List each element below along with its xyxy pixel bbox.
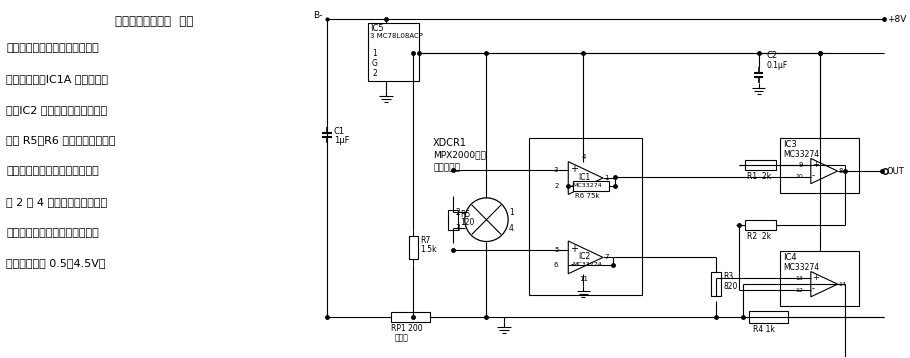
Text: 10: 10 xyxy=(795,174,803,179)
Text: 3 MC78L08ACP: 3 MC78L08ACP xyxy=(370,33,423,39)
Text: R2  2k: R2 2k xyxy=(747,232,771,241)
Text: R5: R5 xyxy=(460,210,470,219)
Text: 电压对应值为 0.5～4.5V。: 电压对应值为 0.5～4.5V。 xyxy=(6,258,106,268)
Text: +: + xyxy=(571,164,578,174)
Text: 4: 4 xyxy=(581,154,586,160)
Text: -: - xyxy=(812,285,814,294)
Text: 120: 120 xyxy=(460,218,474,227)
Text: C1: C1 xyxy=(334,127,345,136)
Text: 8: 8 xyxy=(839,168,843,174)
Text: +: + xyxy=(812,273,819,282)
Bar xyxy=(749,311,788,323)
Bar xyxy=(712,272,721,296)
Text: 11: 11 xyxy=(579,276,588,282)
Text: +8V: +8V xyxy=(886,15,906,24)
Text: 6: 6 xyxy=(554,262,559,268)
Text: R4 1k: R4 1k xyxy=(753,325,774,334)
Text: 压力传感器: 压力传感器 xyxy=(433,163,460,172)
Text: R6 75k: R6 75k xyxy=(575,193,600,199)
Text: MC33274: MC33274 xyxy=(784,263,819,272)
Text: 1.5k: 1.5k xyxy=(420,246,437,255)
Text: 1: 1 xyxy=(372,49,377,58)
Text: +: + xyxy=(571,244,578,254)
Text: IC2: IC2 xyxy=(578,252,591,261)
Text: C2: C2 xyxy=(766,51,777,60)
Text: 2: 2 xyxy=(372,69,377,78)
Text: 2: 2 xyxy=(456,208,460,217)
Text: XDCR1: XDCR1 xyxy=(433,138,467,148)
Text: 5: 5 xyxy=(554,247,559,253)
Text: R3: R3 xyxy=(723,272,733,281)
Text: -: - xyxy=(571,259,573,269)
Text: 9: 9 xyxy=(798,162,803,168)
Text: IC4: IC4 xyxy=(784,253,797,262)
Bar xyxy=(780,251,859,306)
Text: -: - xyxy=(571,180,573,190)
Text: MC33274: MC33274 xyxy=(572,183,602,188)
Text: 零。零压力和满量程压力的模拟: 零。零压力和满量程压力的模拟 xyxy=(6,228,99,238)
Text: IC5: IC5 xyxy=(370,24,384,33)
Text: 4: 4 xyxy=(509,224,514,233)
Text: R7: R7 xyxy=(420,236,430,245)
Text: MPX2000系列: MPX2000系列 xyxy=(433,150,486,159)
Text: 7: 7 xyxy=(604,255,609,260)
Text: 1: 1 xyxy=(604,175,609,181)
Bar xyxy=(780,138,859,193)
Text: RP1 200: RP1 200 xyxy=(390,324,422,333)
Text: OUT: OUT xyxy=(886,166,905,175)
Text: 3: 3 xyxy=(554,168,559,173)
Bar xyxy=(744,220,776,229)
Bar xyxy=(573,181,609,190)
Text: +: + xyxy=(812,160,819,169)
Text: 零校正: 零校正 xyxy=(395,334,409,343)
Text: 防止 R5、R6 上的反馈电流流入: 防止 R5、R6 上的反馈电流流入 xyxy=(6,135,116,145)
Text: 12: 12 xyxy=(795,287,803,292)
Text: 个电阻构成，IC1A 是差模放大: 个电阻构成，IC1A 是差模放大 xyxy=(6,74,108,84)
Text: 820: 820 xyxy=(723,282,737,291)
Text: 传感器负载。零压力时，传感器: 传感器负载。零压力时，传感器 xyxy=(6,166,99,176)
Text: 2: 2 xyxy=(554,183,559,189)
Text: 14: 14 xyxy=(839,282,846,287)
Bar xyxy=(448,210,458,229)
Text: -: - xyxy=(812,171,814,180)
Text: IC3: IC3 xyxy=(784,140,797,149)
Bar xyxy=(369,23,420,81)
Text: 的 2 和 4 端之间的差模电压为: 的 2 和 4 端之间的差模电压为 xyxy=(6,197,107,207)
Text: IC1: IC1 xyxy=(578,173,591,182)
Text: R1  2k: R1 2k xyxy=(747,172,771,181)
Bar xyxy=(529,138,642,295)
Text: 0.1μF: 0.1μF xyxy=(766,61,788,70)
Text: MC33274: MC33274 xyxy=(784,150,819,159)
Text: B-: B- xyxy=(313,11,322,20)
Text: MC33274: MC33274 xyxy=(572,262,602,267)
Text: 13: 13 xyxy=(795,276,803,281)
Text: 由一片四运放和压力传感器及几: 由一片四运放和压力传感器及几 xyxy=(6,43,99,53)
Text: G: G xyxy=(372,59,378,68)
Text: 1: 1 xyxy=(509,208,514,217)
Text: 器，IC2 用来隔离传感器负端，: 器，IC2 用来隔离传感器负端， xyxy=(6,105,107,115)
Bar xyxy=(744,160,776,170)
Text: 3: 3 xyxy=(456,224,460,233)
Text: 1μF: 1μF xyxy=(334,136,349,145)
Text: 压力测量接口电路  电路: 压力测量接口电路 电路 xyxy=(115,15,193,28)
Bar xyxy=(390,312,430,322)
Bar xyxy=(409,236,419,260)
